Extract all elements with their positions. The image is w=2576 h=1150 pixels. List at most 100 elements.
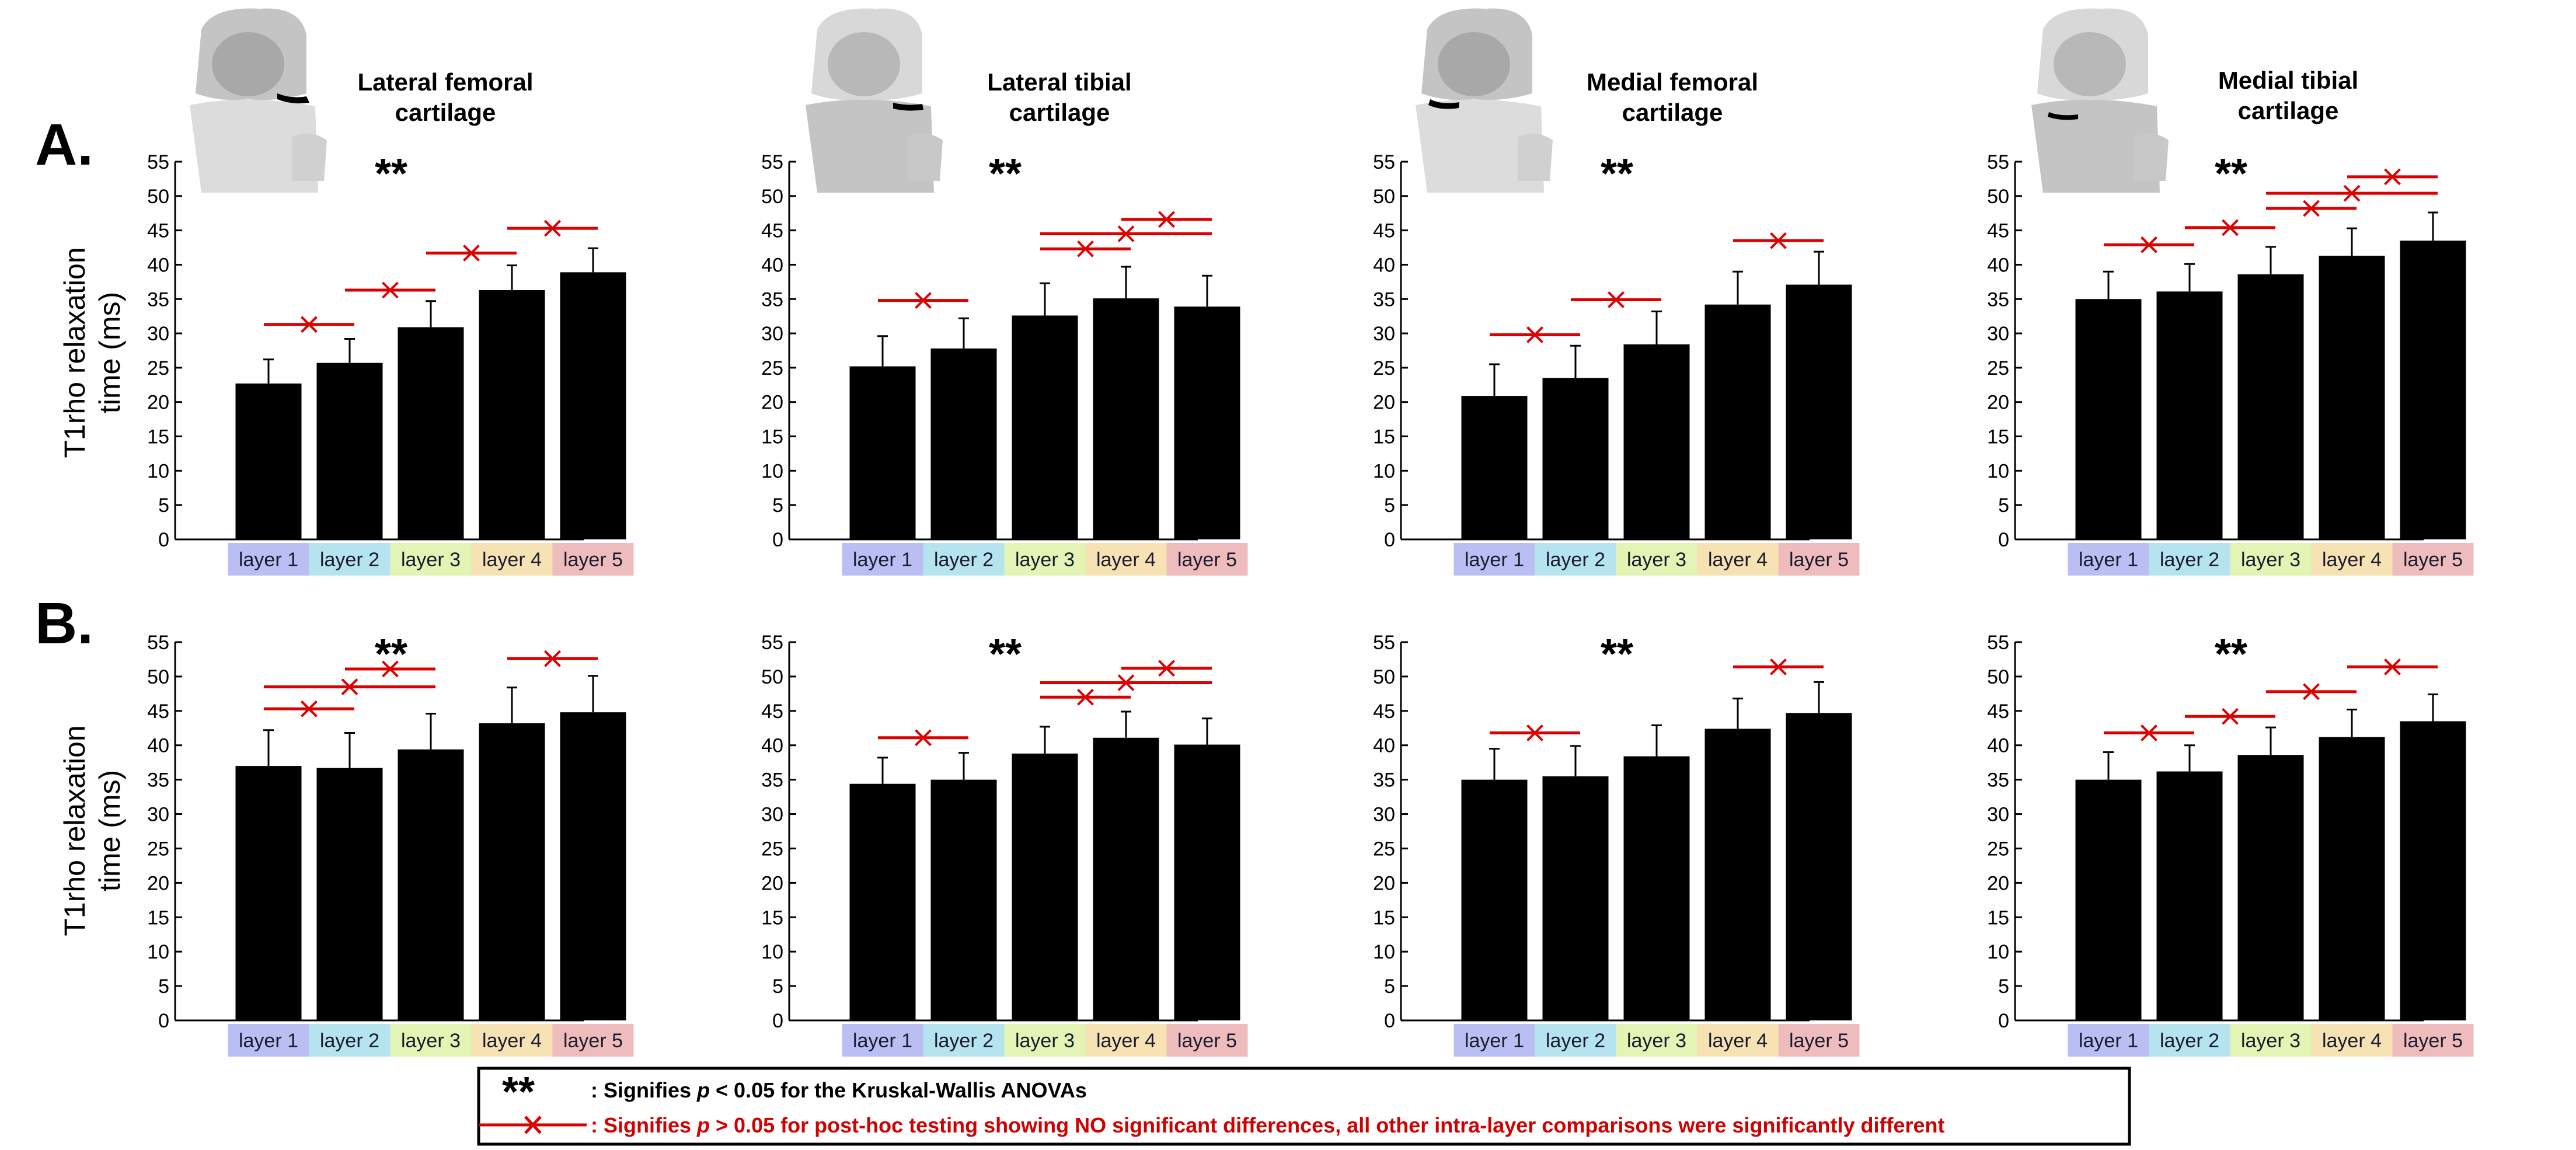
nonsig-cross [2384, 658, 2401, 675]
x-tick-label: layer 4 [482, 1030, 542, 1052]
legend-nonsig-symbol [479, 1116, 587, 1134]
y-tick-label: 40 [1987, 735, 2009, 757]
y-tick-label: 15 [761, 426, 783, 448]
layer-label-bg [842, 1024, 923, 1057]
y-tick-label: 35 [147, 769, 169, 792]
bar [398, 327, 464, 539]
layer-label-bg [2230, 1024, 2312, 1057]
layer-label-bg [2311, 1024, 2393, 1057]
bar [849, 366, 916, 539]
nonsig-cross [1608, 291, 1625, 308]
nonsig-cross [544, 650, 561, 667]
bar [1093, 298, 1159, 539]
y-tick-label: 5 [772, 975, 783, 998]
layer-label-bg [923, 543, 1005, 576]
y-tick-label: 50 [761, 666, 783, 688]
title-4-line2: cartilage [2238, 97, 2339, 124]
y-tick-label: 25 [147, 357, 169, 379]
y-tick-label: 20 [147, 392, 169, 414]
y-tick-label: 40 [1987, 254, 2009, 276]
y-tick-label: 0 [1998, 529, 2009, 551]
bar [2400, 721, 2466, 1020]
bar [316, 363, 383, 539]
y-tick-label: 55 [1373, 632, 1395, 654]
layer-label-bg [1453, 1024, 1535, 1057]
nonsig-cross [1770, 232, 1787, 249]
bar [2075, 299, 2142, 539]
x-tick-label: layer 4 [2322, 1030, 2382, 1052]
y-tick-label: 50 [1987, 186, 2009, 208]
x-tick-label: layer 4 [2322, 549, 2382, 571]
bar [1542, 776, 1609, 1020]
x-tick-label: layer 1 [1465, 549, 1524, 571]
nonsig-cross [1077, 240, 1094, 257]
significance-marker: ** [2215, 631, 2247, 678]
bar [1542, 378, 1609, 539]
y-tick-label: 55 [147, 151, 169, 173]
bar [1623, 344, 1690, 539]
y-tick-label: 50 [1987, 666, 2009, 688]
x-tick-label: layer 5 [2403, 1030, 2463, 1052]
nonsig-cross [1158, 211, 1175, 228]
y-tick-label: 15 [1987, 426, 2009, 448]
y-tick-label: 50 [147, 186, 169, 208]
y-tick-label: 10 [147, 941, 169, 963]
bar [1461, 396, 1528, 539]
bar [1174, 306, 1240, 539]
chart-b-medial-femoral: 0 5 10 15 20 25 30 35 40 45 50 55 layer 1 layer 2 laye… [1373, 631, 1860, 1057]
nonsig-cross [2343, 184, 2361, 202]
y-tick-label: 55 [1987, 632, 2009, 654]
y-tick-label: 0 [158, 529, 169, 551]
bar [560, 272, 626, 539]
x-tick-label: layer 5 [1789, 549, 1849, 571]
x-tick-label: layer 4 [1096, 1030, 1156, 1052]
row-label-a: A. [35, 112, 93, 177]
bar [1093, 737, 1159, 1020]
bar [1174, 744, 1240, 1020]
y-tick-label: 30 [1987, 804, 2009, 826]
y-tick-label: 30 [1373, 323, 1395, 345]
nonsig-cross [341, 678, 358, 695]
y-axis-label-b2: time (ms) [93, 770, 126, 891]
bar [398, 749, 464, 1020]
y-tick-label: 5 [158, 494, 169, 517]
y-tick-label: 35 [761, 769, 783, 792]
x-tick-label: layer 5 [2403, 549, 2463, 571]
nonsig-cross [2222, 708, 2239, 725]
y-tick-label: 25 [1987, 357, 2009, 379]
legend-box [477, 1067, 2131, 1146]
bar [1704, 729, 1771, 1020]
layer-label-bg [1004, 1024, 1086, 1057]
legend: ** : Signifies p < 0.05 for the Kruskal-… [477, 1067, 2131, 1146]
nonsig-cross [544, 219, 561, 237]
layer-label-bg [471, 543, 553, 576]
bar [2075, 779, 2142, 1020]
layer-label-bg [552, 543, 634, 576]
x-tick-label: layer 2 [934, 1030, 994, 1052]
x-tick-label: layer 3 [401, 549, 461, 571]
layer-label-bg [1616, 543, 1697, 576]
nonsig-cross [2141, 236, 2157, 253]
nonsig-cross [2303, 200, 2320, 217]
chart-b-medial-tibial: 0 5 10 15 20 25 30 35 40 45 50 55 layer 1 layer 2 laye… [1987, 631, 2474, 1057]
layer-label-bg [2068, 543, 2149, 576]
x-tick-label: layer 3 [1015, 1030, 1075, 1052]
layer-label-bg [1004, 543, 1086, 576]
y-tick-label: 0 [772, 1010, 783, 1032]
knee-illustration-3 [1416, 8, 1553, 193]
bar [235, 383, 302, 539]
nonsig-cross [301, 316, 318, 333]
layer-label-bg [228, 1024, 309, 1057]
y-axis-label-a2: time (ms) [93, 292, 126, 413]
y-tick-label: 30 [761, 323, 783, 345]
bar [1012, 753, 1078, 1020]
y-tick-label: 45 [147, 220, 169, 242]
layer-label-bg [309, 1024, 391, 1057]
bar [2319, 256, 2385, 539]
y-axis-label-a1: T1rho relaxation [58, 247, 91, 458]
legend-line-1: : Signifies p < 0.05 for the Kruskal-Wal… [591, 1078, 1087, 1102]
y-tick-label: 10 [761, 460, 783, 482]
bar [2400, 241, 2466, 539]
chart-b-lateral-tibial: 0 5 10 15 20 25 30 35 40 45 50 55 layer 1 layer 2 laye… [761, 631, 1248, 1057]
